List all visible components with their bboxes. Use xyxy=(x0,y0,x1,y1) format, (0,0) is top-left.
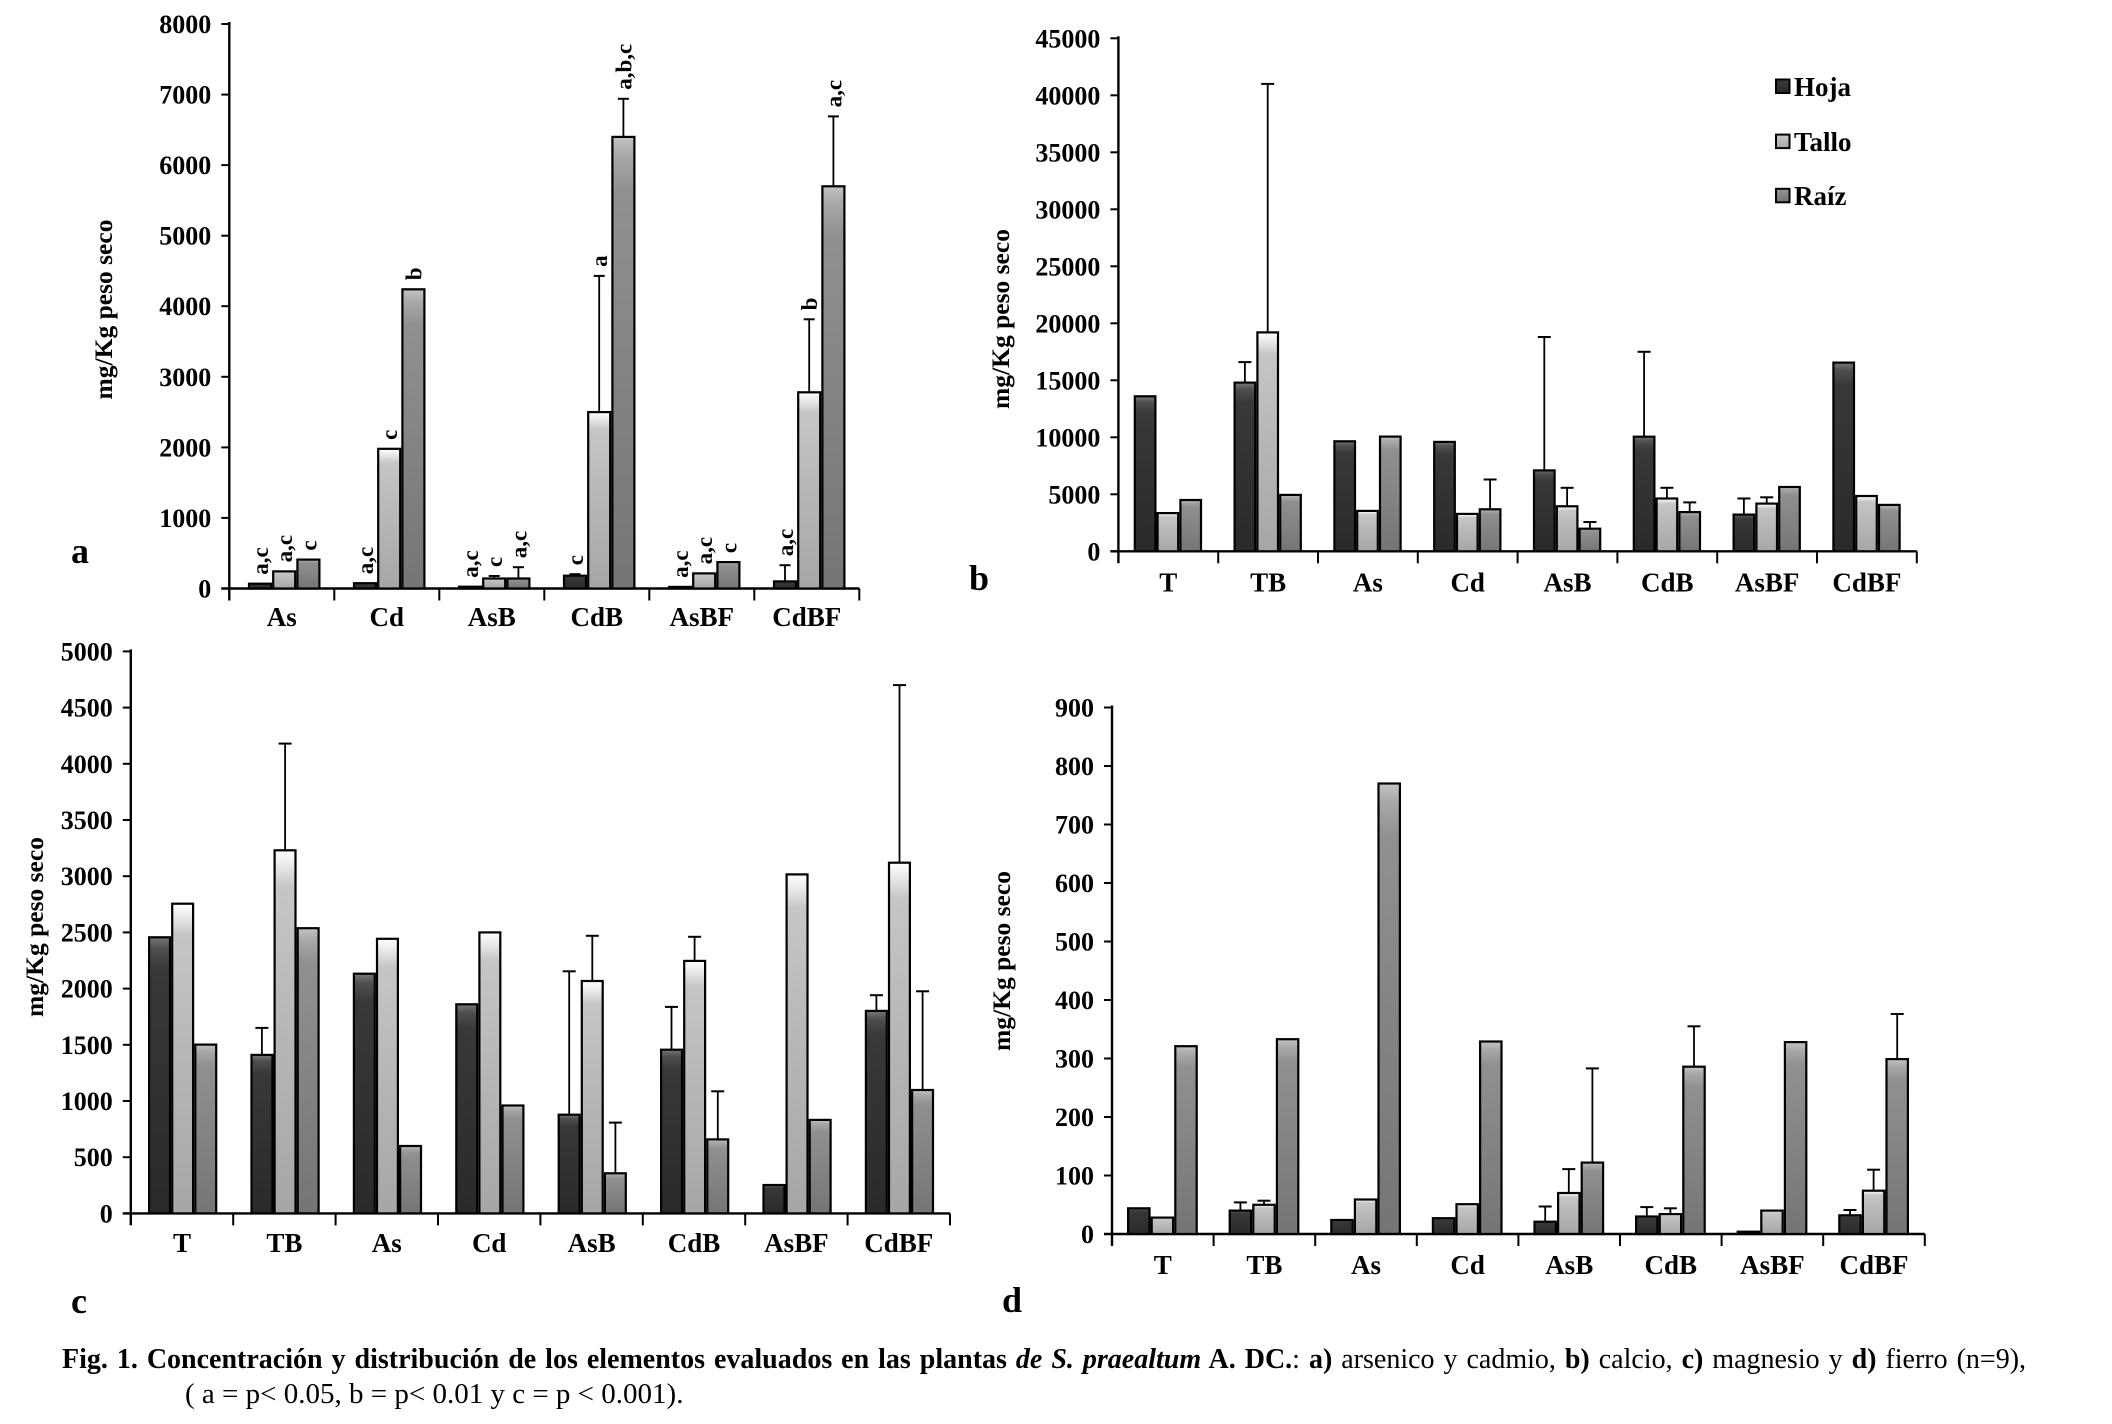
svg-text:a,c: a,c xyxy=(506,531,531,558)
svg-text:a,c: a,c xyxy=(821,80,846,107)
svg-text:TB: TB xyxy=(1246,1250,1282,1280)
svg-text:a,c: a,c xyxy=(773,529,798,556)
svg-text:mg/Kg peso seco: mg/Kg peso seco xyxy=(89,220,118,400)
svg-text:c: c xyxy=(377,430,402,440)
svg-text:6000: 6000 xyxy=(159,151,211,180)
svg-text:a,c: a,c xyxy=(272,535,297,562)
svg-text:Cd: Cd xyxy=(1450,1250,1485,1280)
svg-text:1500: 1500 xyxy=(61,1031,113,1060)
svg-text:0: 0 xyxy=(1081,1220,1094,1249)
svg-text:As: As xyxy=(1353,568,1383,598)
svg-text:mg/Kg peso seco: mg/Kg peso seco xyxy=(987,871,1016,1051)
svg-text:CdB: CdB xyxy=(1641,568,1694,598)
svg-text:AsBF: AsBF xyxy=(764,1228,829,1258)
svg-text:45000: 45000 xyxy=(1035,24,1100,53)
svg-text:2500: 2500 xyxy=(61,918,113,947)
svg-text:900: 900 xyxy=(1055,694,1094,723)
svg-text:1000: 1000 xyxy=(159,504,211,533)
svg-text:700: 700 xyxy=(1055,811,1094,840)
svg-text:CdB: CdB xyxy=(1645,1250,1698,1280)
svg-text:15000: 15000 xyxy=(1035,366,1100,395)
svg-text:4000: 4000 xyxy=(159,292,211,321)
svg-text:Tallo: Tallo xyxy=(1794,127,1852,157)
svg-text:500: 500 xyxy=(1055,928,1094,957)
svg-text:600: 600 xyxy=(1055,869,1094,898)
svg-text:TB: TB xyxy=(266,1228,302,1258)
svg-text:5000: 5000 xyxy=(61,637,113,666)
svg-text:a,c: a,c xyxy=(458,550,483,577)
svg-text:AsBF: AsBF xyxy=(670,602,735,632)
svg-text:AsB: AsB xyxy=(568,1228,616,1258)
svg-text:c: c xyxy=(563,555,588,565)
svg-text:300: 300 xyxy=(1055,1045,1094,1074)
svg-text:30000: 30000 xyxy=(1035,195,1100,224)
svg-text:AsB: AsB xyxy=(1543,568,1591,598)
svg-text:b: b xyxy=(401,268,426,281)
svg-text:5000: 5000 xyxy=(159,222,211,251)
svg-text:T: T xyxy=(1154,1250,1172,1280)
svg-text:c: c xyxy=(296,540,321,550)
svg-text:CdBF: CdBF xyxy=(1832,568,1901,598)
svg-text:800: 800 xyxy=(1055,752,1094,781)
svg-text:AsBF: AsBF xyxy=(1740,1250,1805,1280)
svg-text:CdB: CdB xyxy=(668,1228,721,1258)
svg-text:AsBF: AsBF xyxy=(1735,568,1800,598)
svg-text:CdBF: CdBF xyxy=(864,1228,933,1258)
svg-text:d: d xyxy=(1002,1280,1022,1320)
svg-text:b: b xyxy=(797,298,822,311)
svg-text:3000: 3000 xyxy=(159,363,211,392)
svg-text:T: T xyxy=(1159,568,1177,598)
svg-text:a,c: a,c xyxy=(353,547,378,574)
svg-text:Cd: Cd xyxy=(472,1228,507,1258)
svg-text:5000: 5000 xyxy=(1048,480,1100,509)
svg-text:As: As xyxy=(372,1228,402,1258)
svg-text:c: c xyxy=(71,1281,87,1321)
svg-text:3000: 3000 xyxy=(61,862,113,891)
svg-text:0: 0 xyxy=(1087,537,1100,566)
svg-text:a,c: a,c xyxy=(248,547,273,574)
svg-text:a,b,c: a,b,c xyxy=(611,44,636,90)
svg-text:mg/Kg peso seco: mg/Kg peso seco xyxy=(20,837,49,1017)
svg-text:100: 100 xyxy=(1055,1162,1094,1191)
svg-text:b: b xyxy=(969,558,989,598)
svg-text:4500: 4500 xyxy=(61,694,113,723)
svg-text:Cd: Cd xyxy=(1450,568,1485,598)
svg-text:0: 0 xyxy=(100,1199,113,1228)
svg-text:CdB: CdB xyxy=(571,602,624,632)
svg-text:a,c: a,c xyxy=(692,537,717,564)
svg-text:20000: 20000 xyxy=(1035,309,1100,338)
svg-text:mg/Kg peso seco: mg/Kg peso seco xyxy=(986,229,1015,409)
svg-text:Raíz: Raíz xyxy=(1794,181,1847,211)
svg-text:200: 200 xyxy=(1055,1103,1094,1132)
svg-text:CdBF: CdBF xyxy=(772,602,841,632)
svg-text:4000: 4000 xyxy=(61,750,113,779)
svg-text:As: As xyxy=(267,602,297,632)
svg-text:35000: 35000 xyxy=(1035,138,1100,167)
svg-text:T: T xyxy=(173,1228,191,1258)
svg-text:10000: 10000 xyxy=(1035,423,1100,452)
svg-text:TB: TB xyxy=(1250,568,1286,598)
svg-text:2000: 2000 xyxy=(61,975,113,1004)
svg-text:1000: 1000 xyxy=(61,1087,113,1116)
svg-text:a: a xyxy=(587,255,612,267)
svg-text:7000: 7000 xyxy=(159,81,211,110)
svg-text:400: 400 xyxy=(1055,986,1094,1015)
svg-text:AsB: AsB xyxy=(1545,1250,1593,1280)
svg-text:40000: 40000 xyxy=(1035,81,1100,110)
svg-text:c: c xyxy=(482,557,507,567)
svg-text:Cd: Cd xyxy=(370,602,405,632)
svg-text:a: a xyxy=(71,531,89,571)
svg-text:CdBF: CdBF xyxy=(1839,1250,1908,1280)
svg-text:As: As xyxy=(1351,1250,1381,1280)
svg-text:a,c: a,c xyxy=(668,550,693,577)
svg-text:3500: 3500 xyxy=(61,806,113,835)
svg-text:Hoja: Hoja xyxy=(1794,72,1851,102)
svg-text:AsB: AsB xyxy=(468,602,516,632)
svg-text:2000: 2000 xyxy=(159,433,211,462)
svg-text:0: 0 xyxy=(198,575,211,604)
svg-text:500: 500 xyxy=(74,1143,113,1172)
svg-text:c: c xyxy=(716,543,741,553)
svg-text:8000: 8000 xyxy=(159,10,211,39)
svg-text:25000: 25000 xyxy=(1035,252,1100,281)
